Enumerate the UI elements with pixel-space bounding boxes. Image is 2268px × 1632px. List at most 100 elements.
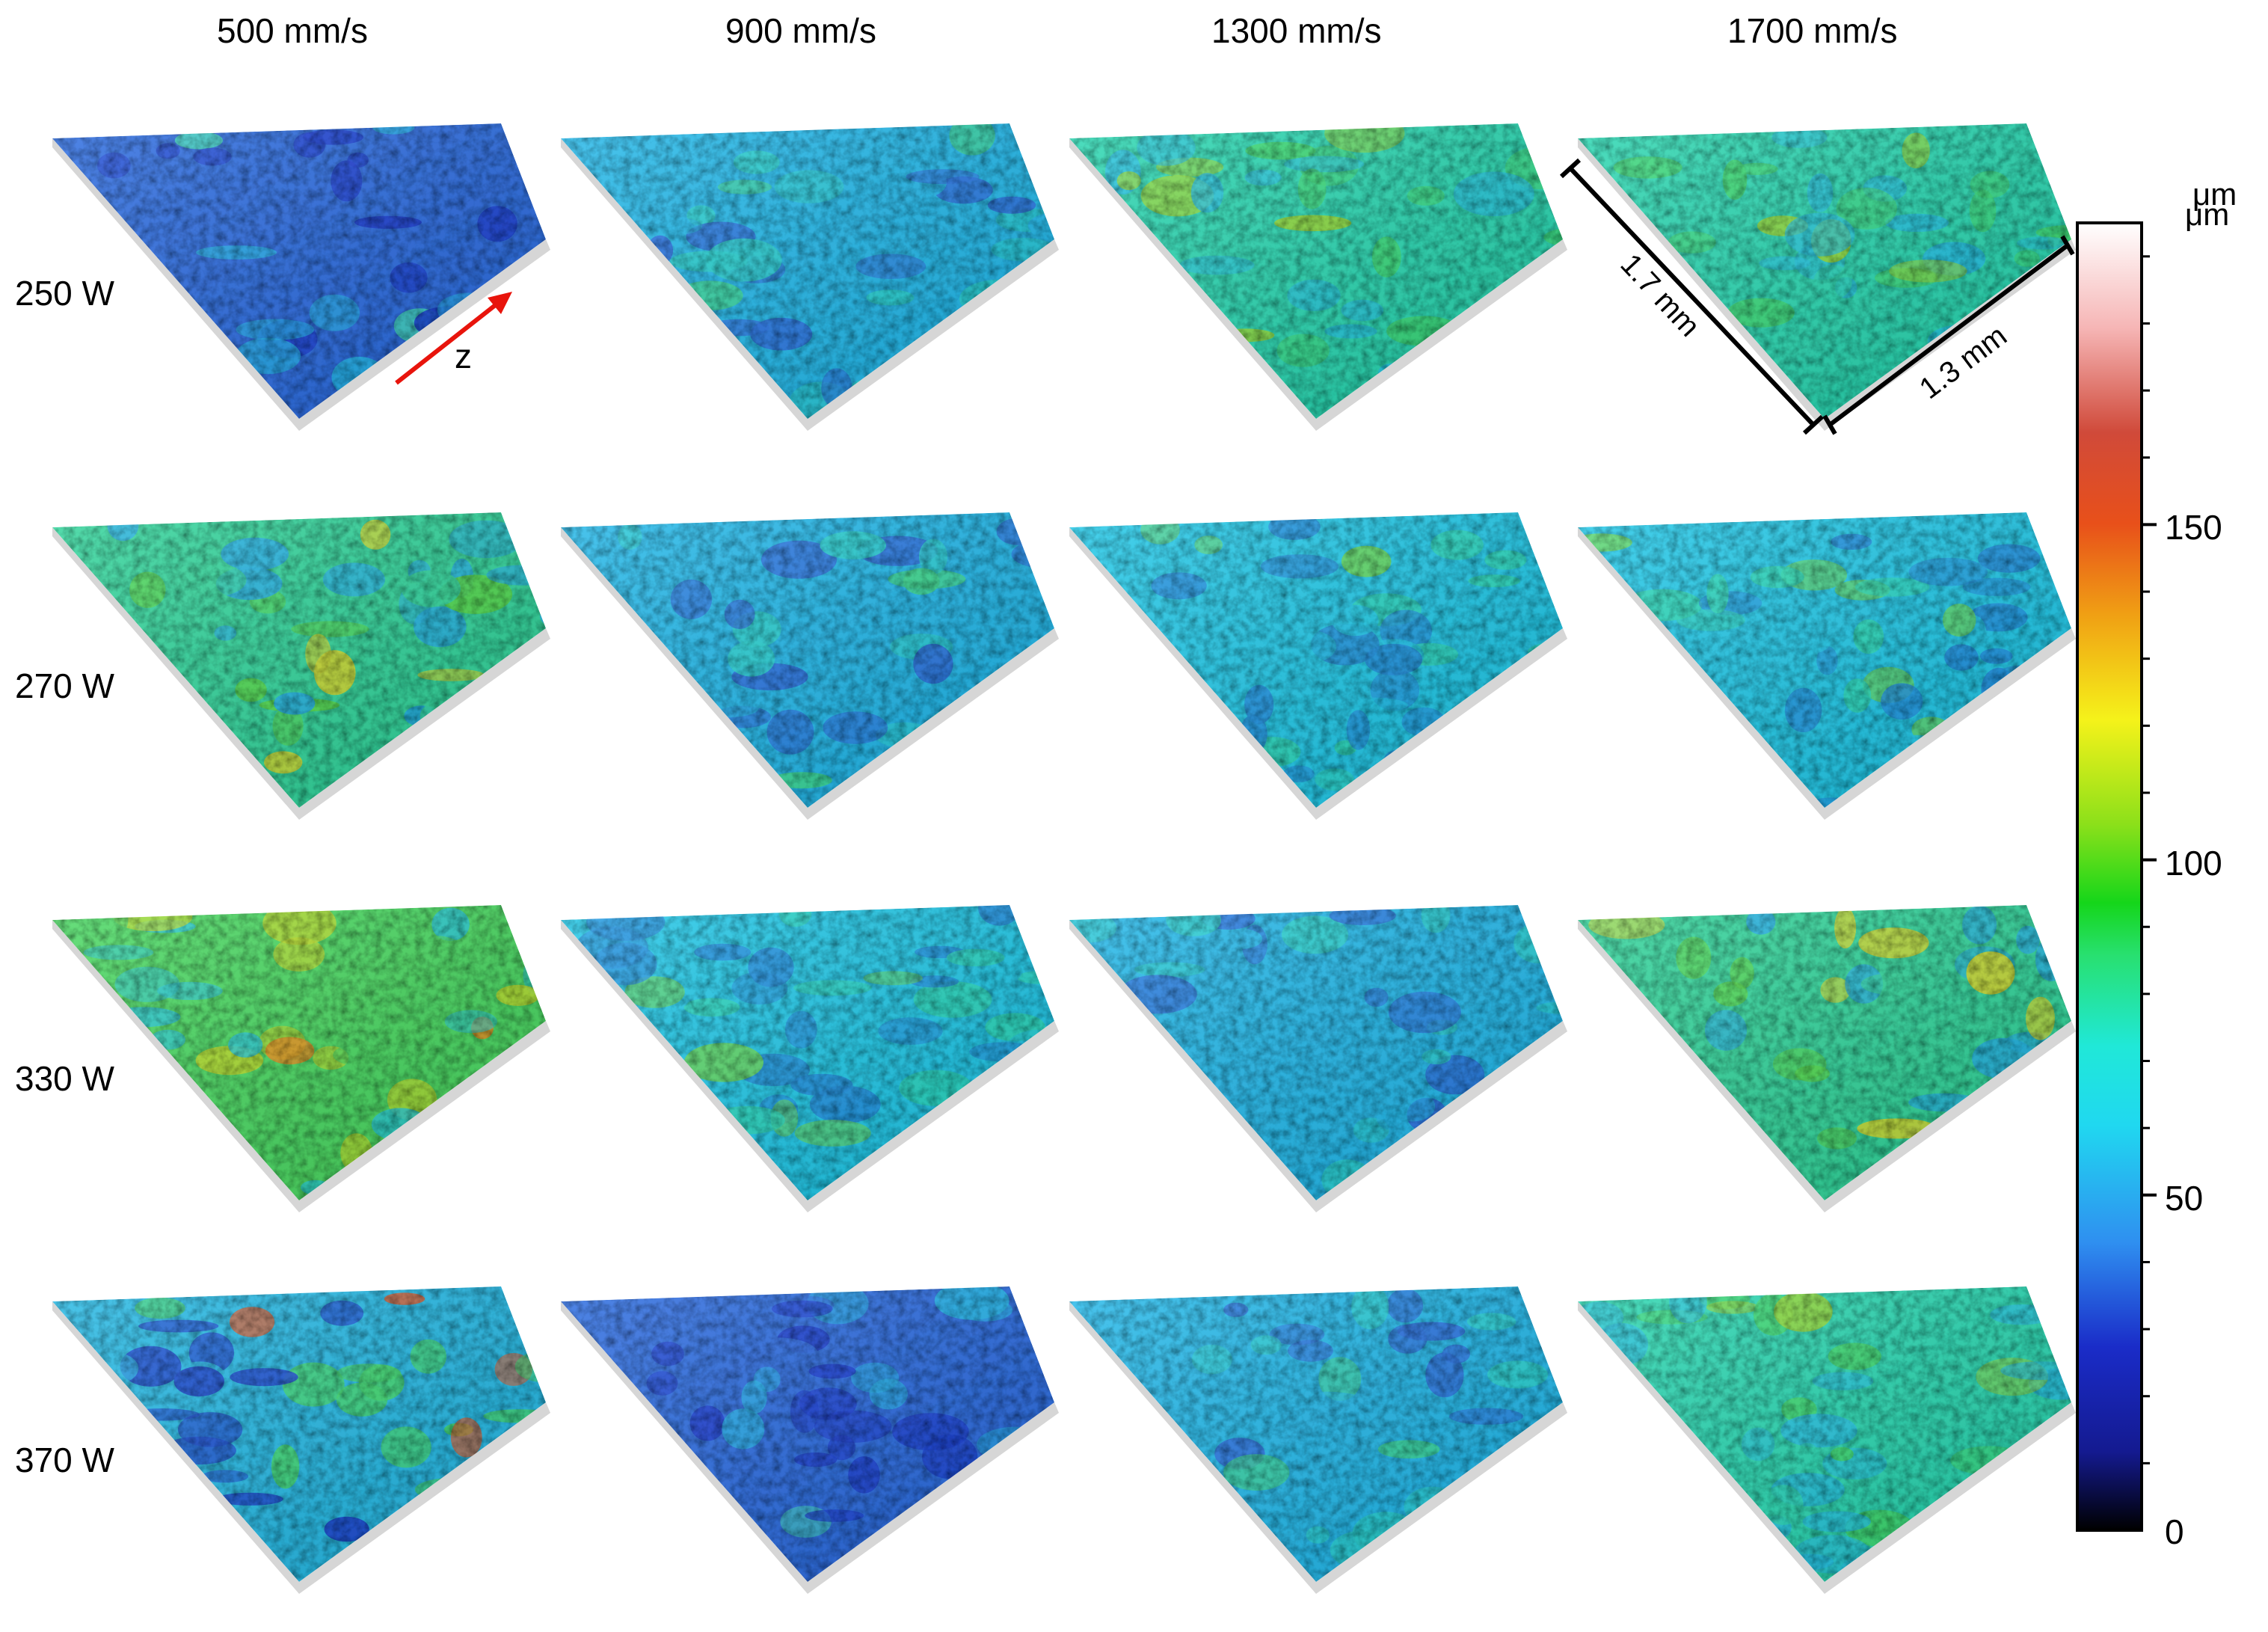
surface-feature — [1117, 277, 1151, 314]
surface-feature — [1623, 1135, 1653, 1162]
surface-feature — [1003, 699, 1036, 716]
surface-feature — [1572, 704, 1629, 746]
surface-feature — [1596, 1541, 1633, 1559]
surface-feature — [1565, 1018, 1599, 1040]
surface-feature — [331, 789, 382, 803]
surface-feature — [1142, 393, 1199, 409]
surface-feature — [539, 604, 546, 630]
surface-shading — [1069, 1286, 1563, 1582]
row-label-270w: 270 W — [15, 666, 114, 705]
surface-feature — [1946, 1157, 2021, 1187]
surface-feature — [618, 777, 654, 803]
surface-feature — [1580, 1171, 1638, 1207]
surface-feature — [585, 738, 610, 763]
surface-feature — [1507, 1556, 1541, 1577]
surface-feature — [926, 1551, 987, 1578]
surface-tile-r0-c3 — [1578, 123, 2249, 431]
surface-feature — [1598, 382, 1661, 405]
surface-tile-r3-c0 — [52, 1286, 651, 1594]
surface-shading — [1578, 1286, 2071, 1582]
surface-feature — [1539, 284, 1563, 317]
surface-feature — [1428, 1155, 1476, 1197]
surface-feature — [544, 994, 546, 1025]
surface-feature — [2019, 355, 2047, 386]
surface-shading — [561, 905, 1054, 1200]
surface-feature — [527, 331, 546, 375]
surface-feature — [906, 381, 938, 419]
surface-feature — [1004, 1530, 1054, 1549]
surface-feature — [2010, 1118, 2071, 1138]
surface-feature — [2174, 1104, 2251, 1143]
surface-feature — [671, 360, 704, 405]
surface-feature — [1632, 1481, 1697, 1495]
surface-feature — [2035, 687, 2060, 722]
surface-feature — [2009, 1160, 2031, 1195]
surface-feature — [2158, 354, 2189, 390]
surface-feature — [571, 1490, 593, 1528]
surface-feature — [2026, 1089, 2071, 1117]
surface-feature — [1607, 1052, 1629, 1072]
surface-feature — [1711, 376, 1754, 412]
surface-feature — [2018, 712, 2053, 739]
surface-feature — [2170, 388, 2249, 422]
surface-feature — [386, 1548, 439, 1570]
surface-feature — [1647, 1471, 1692, 1509]
colorbar-tick-label-0: 0 — [2165, 1512, 2184, 1551]
surface-feature — [885, 779, 962, 803]
surface-shading — [1578, 123, 2071, 419]
surface-feature — [1398, 1166, 1431, 1197]
column-label-1700: 1700 mm/s — [1727, 11, 1898, 50]
surface-feature — [574, 1417, 651, 1456]
column-label-900: 900 mm/s — [725, 11, 876, 50]
surface-feature — [2178, 387, 2216, 404]
surface-feature — [1420, 778, 1445, 808]
surface-feature — [1571, 243, 1610, 260]
surface-feature — [1131, 698, 1177, 711]
surface-feature — [545, 650, 546, 694]
surface-feature — [965, 1560, 1037, 1582]
surface-shading — [561, 123, 1054, 419]
surface-feature — [927, 1143, 1009, 1178]
surface-feature — [513, 687, 546, 706]
surface-tile-r1-c2 — [1069, 512, 1654, 820]
surface-feature — [568, 231, 612, 259]
surface-feature — [681, 1156, 758, 1170]
surface-feature — [1088, 713, 1122, 727]
surface-feature — [1614, 1552, 1644, 1573]
surface-feature — [1622, 1540, 1685, 1554]
surface-feature — [630, 319, 707, 333]
surface-feature — [1138, 347, 1181, 359]
surface-feature — [1620, 785, 1654, 800]
surface-feature — [1506, 334, 1563, 352]
surface-feature — [1037, 346, 1054, 384]
surface-feature — [541, 1473, 546, 1489]
surface-feature — [1147, 328, 1218, 363]
surface-feature — [1668, 378, 1710, 398]
surface-feature — [1585, 1035, 1626, 1070]
surface-feature — [974, 786, 1021, 808]
surface-shading — [52, 905, 546, 1200]
surface-feature — [577, 247, 636, 280]
surface-feature — [1701, 1159, 1769, 1199]
surface-feature — [1090, 742, 1122, 781]
surface-feature — [549, 1040, 609, 1076]
surface-feature — [523, 942, 546, 964]
surface-feature — [1033, 1547, 1054, 1575]
surface-shading — [1578, 905, 2071, 1200]
surface-shading — [561, 1286, 1054, 1582]
surface-feature — [968, 355, 1036, 394]
surface-feature — [539, 1508, 546, 1549]
surface-feature — [2160, 312, 2235, 333]
surface-feature — [1167, 777, 1240, 797]
surface-feature — [1114, 1106, 1162, 1123]
surface-feature — [501, 349, 532, 363]
surface-feature — [603, 1061, 652, 1085]
surface-feature — [1538, 1141, 1563, 1179]
surface-feature — [1410, 1144, 1466, 1183]
surface-shading — [561, 512, 1054, 808]
surface-feature — [1462, 738, 1498, 751]
surface-feature — [583, 1039, 628, 1052]
surface-shading — [1069, 905, 1563, 1200]
dimension-bracket-length — [1559, 158, 1825, 435]
surface-feature — [1137, 1116, 1162, 1146]
